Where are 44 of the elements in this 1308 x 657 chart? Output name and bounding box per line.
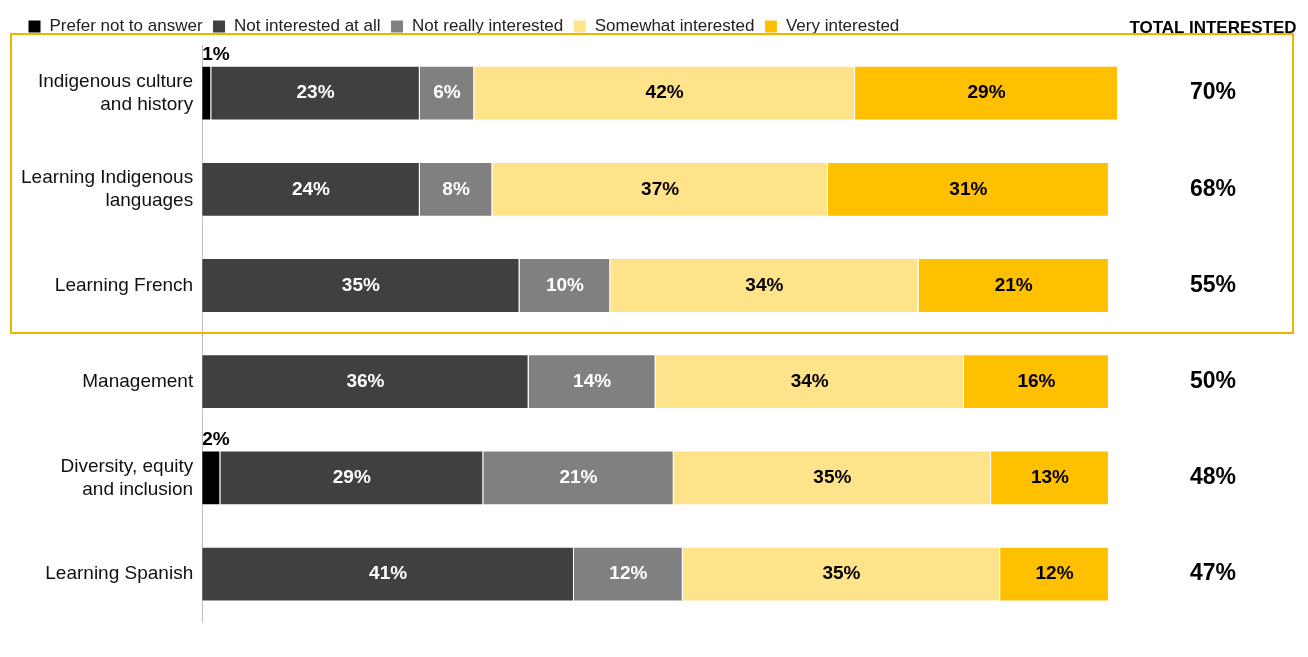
legend-label: Very interested [785, 16, 900, 36]
text: TOTAL INTERESTED [1129, 17, 1297, 37]
data-label: 12% [1035, 562, 1074, 584]
data-label: 37% [641, 177, 680, 199]
data-label: 13% [1030, 466, 1070, 488]
data-label: 34% [745, 273, 784, 295]
data-label: 24% [291, 177, 331, 199]
legend-label: Not really interested [412, 16, 564, 36]
legend-label: Not interested at all [234, 16, 381, 36]
data-label: 12% [609, 562, 648, 584]
data-label: 31% [949, 177, 988, 199]
text: 47% [1189, 559, 1237, 586]
data-label: 35% [341, 273, 380, 295]
data-label: 2% [202, 428, 230, 450]
data-label: 35% [813, 466, 852, 488]
y-tick-label: Learning French [54, 273, 194, 295]
data-label: 8% [442, 177, 470, 199]
text: 68% [1189, 174, 1237, 201]
data-label: 23% [296, 81, 335, 103]
data-label: 29% [332, 466, 371, 488]
data-label: 6% [433, 81, 461, 103]
text: 70% [1189, 78, 1237, 105]
y-tick-label: Learning Spanish [45, 562, 194, 584]
data-label: 41% [369, 562, 408, 584]
legend-label: Somewhat interested [594, 16, 755, 36]
text: 50% [1189, 367, 1237, 394]
text: 48% [1189, 463, 1237, 490]
legend-label: Prefer not to answer [49, 16, 203, 36]
data-label: 16% [1017, 369, 1056, 391]
data-label: 34% [790, 369, 829, 391]
y-tick-label: Learning Indigenous languages [20, 166, 194, 210]
data-label: 42% [645, 81, 684, 103]
data-label: 36% [346, 369, 385, 391]
y-tick-label: Management [82, 369, 194, 391]
y-tick-label: Diversity, equity and inclusion [60, 454, 194, 499]
text: 55% [1189, 270, 1237, 297]
data-label: 1% [202, 43, 230, 65]
data-label: 21% [559, 466, 598, 488]
y-tick-label: Indigenous culture and history [37, 69, 194, 114]
data-label: 21% [994, 273, 1033, 295]
data-label: 29% [967, 81, 1006, 103]
data-label: 10% [545, 273, 585, 295]
data-label: 14% [573, 369, 612, 391]
data-label: 35% [822, 562, 861, 584]
